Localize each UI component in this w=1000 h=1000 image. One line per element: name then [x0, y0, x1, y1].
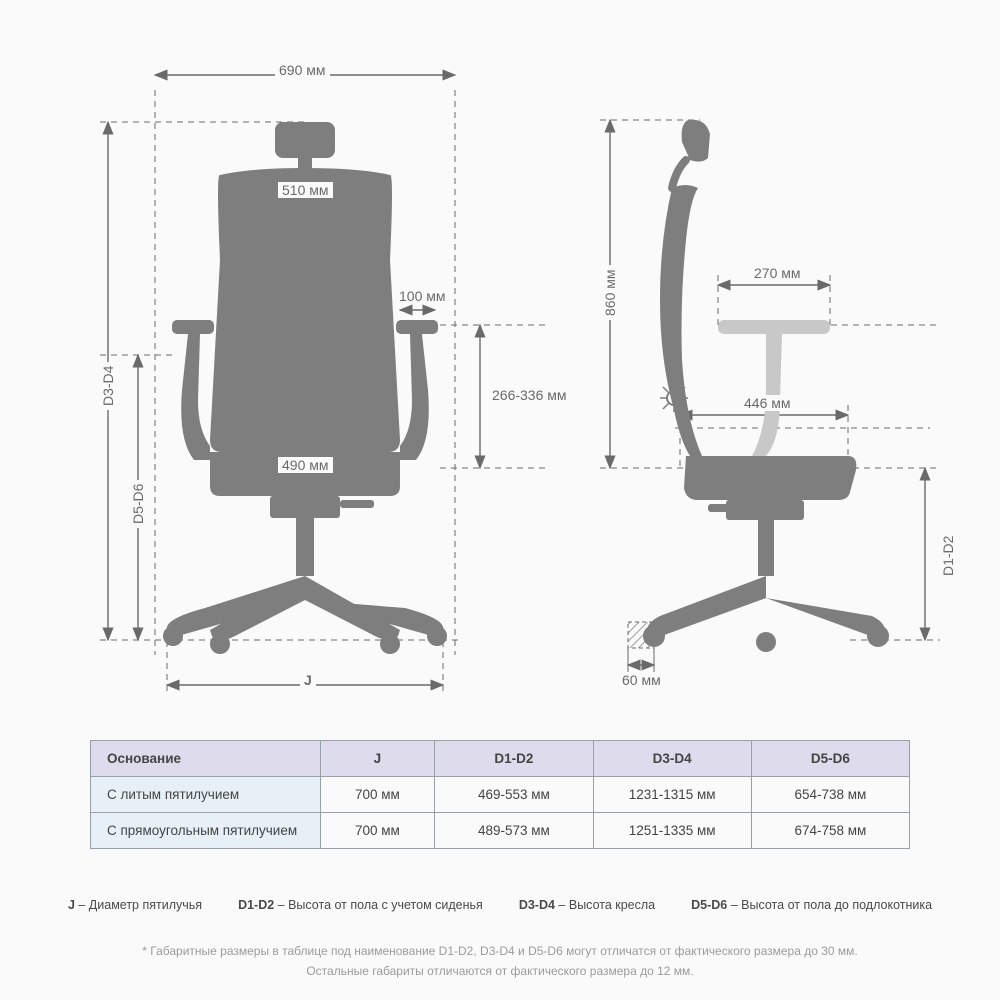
dim-510: 510 мм: [278, 182, 333, 198]
table-row: С литым пятилучием 700 мм 469-553 мм 123…: [91, 777, 910, 813]
cell-base: С прямоугольным пятилучием: [91, 813, 321, 849]
legend: J – Диаметр пятилучья D1-D2 – Высота от …: [60, 898, 940, 912]
cell-base: С литым пятилучием: [91, 777, 321, 813]
footnote-2: Остальные габариты отличаются от фактиче…: [0, 964, 1000, 978]
legend-d3d4: D3-D4 – Высота кресла: [519, 898, 655, 912]
dim-266-336: 266-336 мм: [488, 387, 571, 403]
front-view: [100, 75, 545, 695]
axis-d3d4: D3-D4: [100, 362, 116, 410]
legend-J: J – Диаметр пятилучья: [68, 898, 202, 912]
dim-100: 100 мм: [395, 288, 450, 304]
table-row: С прямоугольным пятилучием 700 мм 489-57…: [91, 813, 910, 849]
col-base: Основание: [91, 741, 321, 777]
dim-860: 860 мм: [602, 266, 618, 321]
dim-690: 690 мм: [275, 62, 330, 78]
cell: 674-758 мм: [751, 813, 909, 849]
cell: 469-553 мм: [435, 777, 593, 813]
col-d5d6: D5-D6: [751, 741, 909, 777]
col-J: J: [320, 741, 435, 777]
dim-J: J: [300, 672, 316, 688]
cell: 700 мм: [320, 777, 435, 813]
spec-sheet: 690 мм 510 мм 490 мм 100 мм 266-336 мм J…: [0, 0, 1000, 1000]
legend-d1d2: D1-D2 – Высота от пола с учетом сиденья: [238, 898, 483, 912]
dim-446: 446 мм: [740, 395, 795, 411]
footnote-1: * Габаритные размеры в таблице под наиме…: [0, 944, 1000, 958]
dim-60: 60 мм: [618, 672, 665, 688]
chair-diagram-svg: [0, 0, 1000, 720]
cell: 654-738 мм: [751, 777, 909, 813]
dim-490: 490 мм: [278, 457, 333, 473]
cell: 1231-1315 мм: [593, 777, 751, 813]
cell: 489-573 мм: [435, 813, 593, 849]
col-d1d2: D1-D2: [435, 741, 593, 777]
axis-d5d6: D5-D6: [130, 480, 146, 528]
cell: 700 мм: [320, 813, 435, 849]
dim-270: 270 мм: [750, 265, 805, 281]
axis-d1d2: D1-D2: [940, 532, 956, 580]
col-d3d4: D3-D4: [593, 741, 751, 777]
table-header-row: Основание J D1-D2 D3-D4 D5-D6: [91, 741, 910, 777]
cell: 1251-1335 мм: [593, 813, 751, 849]
legend-d5d6: D5-D6 – Высота от пола до подлокотника: [691, 898, 932, 912]
dimensions-table: Основание J D1-D2 D3-D4 D5-D6 С литым пя…: [90, 740, 910, 849]
